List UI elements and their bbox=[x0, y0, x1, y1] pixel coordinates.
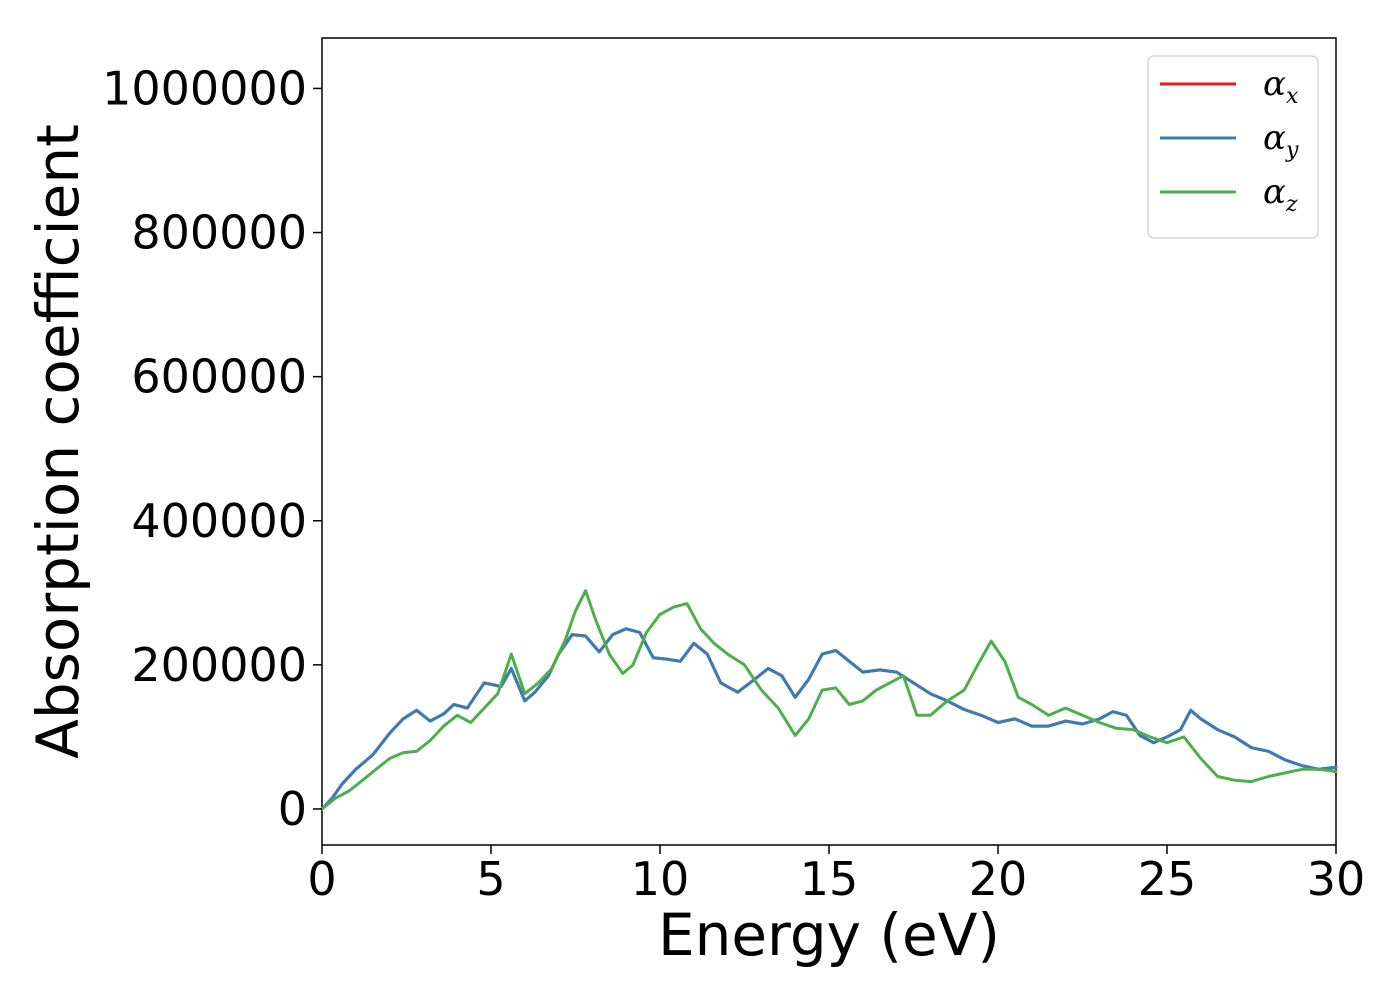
legend-entries: αx αy αz bbox=[1160, 64, 1299, 217]
y-tick-label: 1000000 bbox=[102, 61, 307, 115]
y-tick-label: 800000 bbox=[131, 206, 307, 260]
series-line-z bbox=[320, 589, 1338, 811]
x-tick-label: 30 bbox=[1307, 852, 1366, 906]
x-tick-label: 25 bbox=[1138, 852, 1197, 906]
y-axis-ticks: 0 200000 400000 600000 800000 1000000 bbox=[102, 61, 322, 836]
x-tick-label: 10 bbox=[631, 852, 690, 906]
legend: αx αy αz bbox=[1147, 55, 1319, 239]
x-tick-label: 5 bbox=[476, 852, 505, 906]
y-tick-label: 600000 bbox=[131, 350, 307, 404]
y-tick-label: 200000 bbox=[131, 638, 307, 692]
x-tick-label: 0 bbox=[307, 852, 336, 906]
legend-label-z: αz bbox=[1263, 172, 1298, 217]
x-axis-ticks: 0 5 10 15 20 25 30 bbox=[307, 845, 1365, 906]
x-axis-title: Energy (eV) bbox=[658, 901, 1000, 969]
y-tick-label: 0 bbox=[278, 782, 307, 836]
x-tick-label: 15 bbox=[800, 852, 859, 906]
series-layer bbox=[320, 589, 1338, 811]
y-tick-label: 400000 bbox=[131, 494, 307, 548]
legend-label-y: αy bbox=[1263, 118, 1299, 163]
legend-label-x: αx bbox=[1263, 64, 1299, 109]
x-tick-label: 20 bbox=[969, 852, 1028, 906]
y-axis-title: Absorption coefficient bbox=[24, 124, 92, 759]
